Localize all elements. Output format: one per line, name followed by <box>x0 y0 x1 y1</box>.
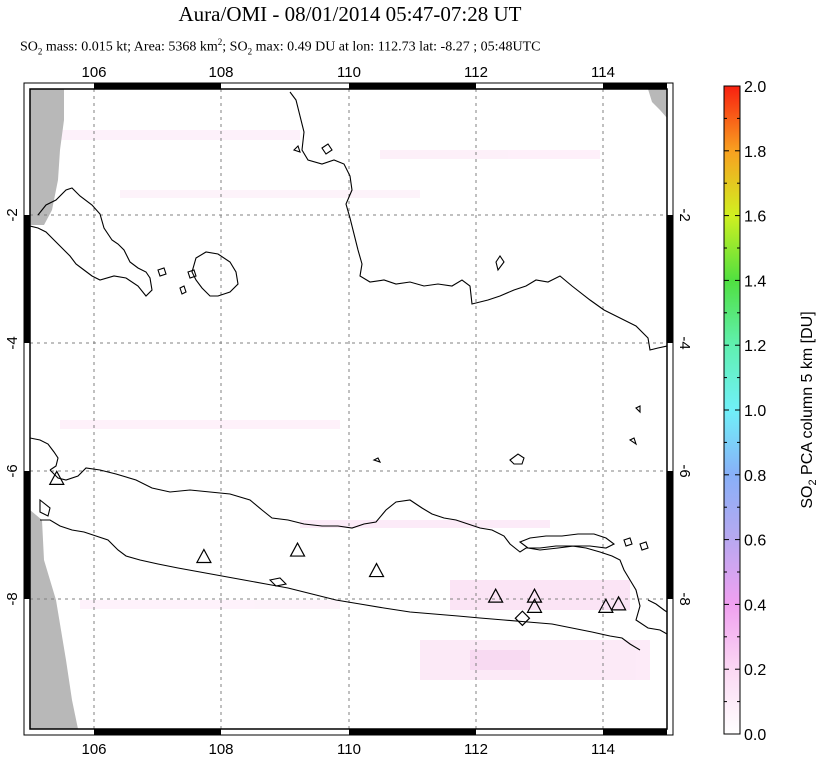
svg-text:-8: -8 <box>4 592 21 605</box>
colorbar-tick-label: 1.6 <box>744 209 766 226</box>
map-title: Aura/OMI - 08/01/2014 05:47-07:28 UT <box>178 2 522 26</box>
colorbar-tick-label: 1.8 <box>744 144 766 161</box>
volcano-marker <box>368 562 385 578</box>
colorbar-tick-label: 0.6 <box>744 533 766 550</box>
svg-text:108: 108 <box>208 64 233 81</box>
map-border-bars <box>24 83 673 735</box>
svg-text:-4: -4 <box>4 336 21 349</box>
volcano-marker <box>597 598 614 614</box>
svg-text:-2: -2 <box>676 208 693 221</box>
no-data-swath-top <box>30 89 64 225</box>
svg-text:112: 112 <box>464 741 488 758</box>
colorbar-tick-label: 0.0 <box>744 727 766 744</box>
volcano-marker <box>610 595 627 611</box>
colorbar-tick-label: 1.2 <box>744 338 766 355</box>
lon-labels-top: 106 108 110 112 114 <box>81 64 614 81</box>
map-outer-frame <box>23 82 674 736</box>
svg-text:110: 110 <box>337 64 361 81</box>
colorbar-tick-label: 0.2 <box>744 662 766 679</box>
svg-text:-6: -6 <box>676 464 693 477</box>
volcano-marker <box>487 587 504 603</box>
colorbar-label: SO2 PCA column 5 km [DU] <box>799 311 819 508</box>
map-background <box>30 89 667 729</box>
so2-haze <box>40 130 650 680</box>
svg-text:114: 114 <box>591 741 615 758</box>
no-data-swath-bottom <box>30 510 78 729</box>
lon-labels-bottom: 106 108 110 112 114 <box>81 741 614 758</box>
svg-text:-2: -2 <box>4 208 21 221</box>
map-panel <box>30 89 667 729</box>
svg-text:-8: -8 <box>676 592 693 605</box>
svg-text:-6: -6 <box>4 464 21 477</box>
svg-text:112: 112 <box>464 64 488 81</box>
volcano-marker <box>48 470 65 485</box>
no-data-swath-right <box>648 89 667 118</box>
svg-text:114: 114 <box>591 64 615 81</box>
volcano-markers <box>48 470 627 614</box>
colorbar-tick-label: 0.4 <box>744 597 766 614</box>
colorbar-tick-label: 1.0 <box>744 403 766 420</box>
volcano-marker <box>526 598 543 614</box>
colorbar-tick-label: 1.4 <box>744 273 766 290</box>
map-frame <box>29 88 668 730</box>
svg-text:-4: -4 <box>676 336 693 349</box>
svg-text:106: 106 <box>81 64 106 81</box>
volcano-marker <box>289 541 306 557</box>
so2-max-marker <box>514 610 531 627</box>
coastlines <box>30 91 667 651</box>
svg-text:106: 106 <box>81 741 106 758</box>
svg-text:108: 108 <box>208 741 233 758</box>
colorbar-ticks: 0.0 0.2 0.4 0.6 0.8 1.0 1.2 1.4 1.6 1.8 2.0 <box>724 79 766 744</box>
volcano-marker <box>526 587 543 603</box>
map-subtitle: SO2 mass: 0.015 kt; Area: 5368 km2; SO2 … <box>20 37 541 57</box>
colorbar-tick-label: 0.8 <box>744 468 766 485</box>
colorbar-tick-label: 2.0 <box>744 79 766 96</box>
volcano-marker <box>195 548 212 564</box>
svg-text:110: 110 <box>337 741 361 758</box>
lat-labels-left: -2 -4 -6 -8 <box>4 208 21 605</box>
lat-labels-right: -2 -4 -6 -8 <box>676 208 693 605</box>
